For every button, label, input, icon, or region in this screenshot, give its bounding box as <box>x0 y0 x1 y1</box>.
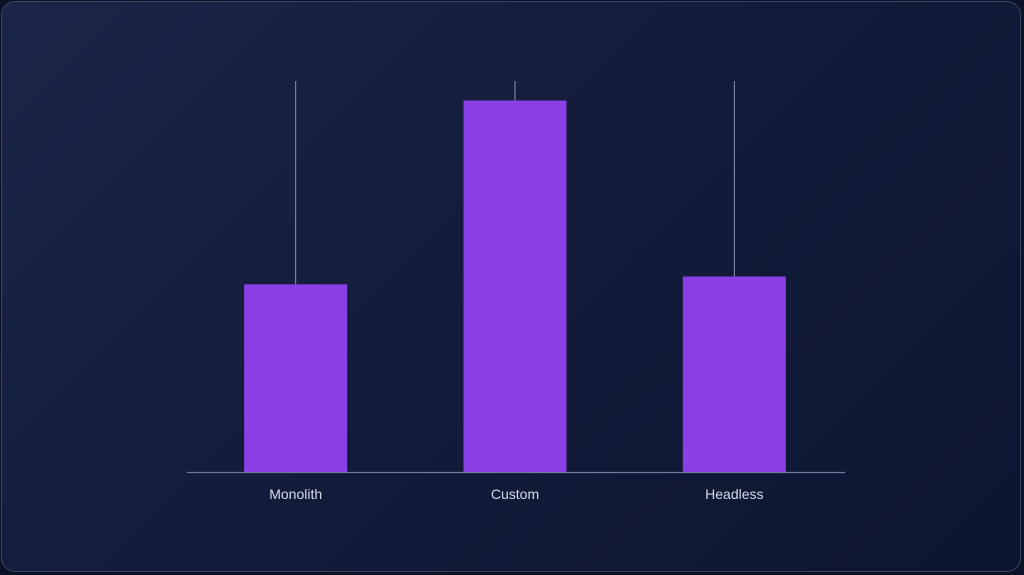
x-tick-labels: Monolith Custom Headless <box>269 486 763 502</box>
bars <box>244 100 786 473</box>
x-tick-label-headless: Headless <box>705 486 763 502</box>
guide-lines <box>295 81 735 285</box>
x-tick-label-custom: Custom <box>491 486 539 502</box>
bar-custom <box>463 100 567 473</box>
bar-monolith <box>244 284 348 472</box>
bar-headless <box>682 276 786 472</box>
x-tick-label-monolith: Monolith <box>269 486 322 502</box>
